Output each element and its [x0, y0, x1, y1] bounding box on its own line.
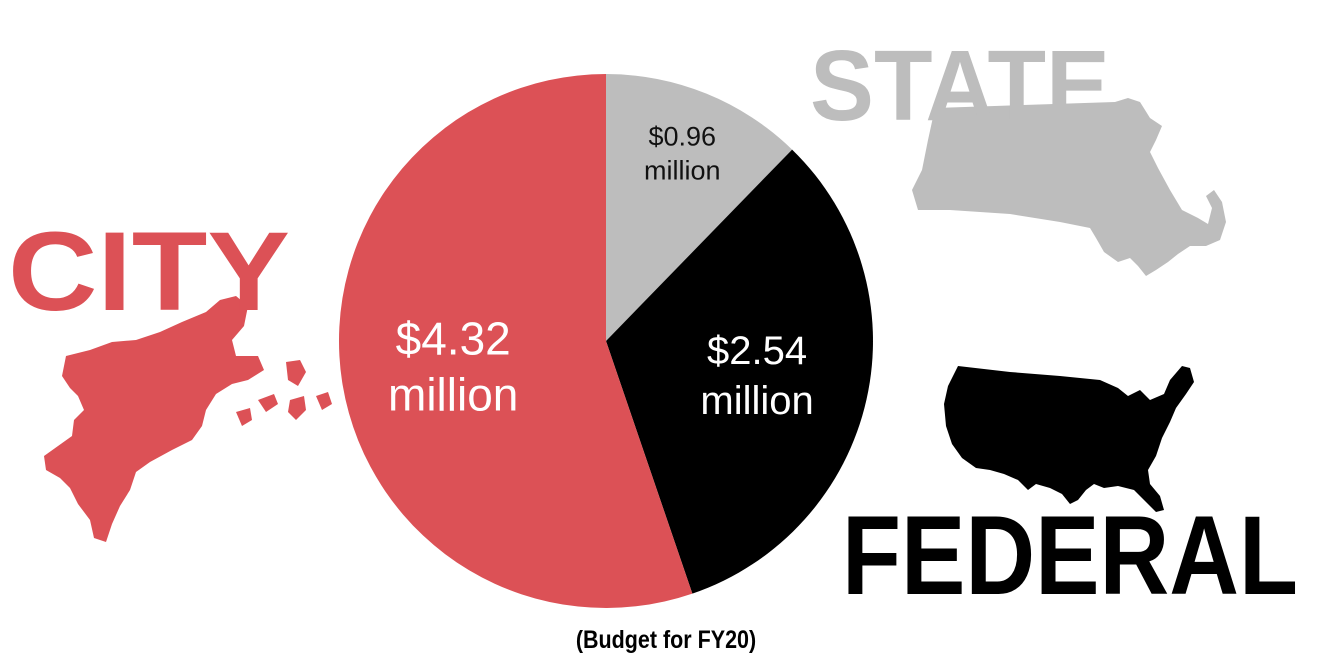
pie-slice-federal	[606, 149, 873, 594]
slice-value-city: $4.32	[396, 313, 511, 365]
federal-label: FEDERAL	[842, 493, 1298, 618]
massachusetts-map-icon	[912, 98, 1226, 276]
usa-map-icon	[944, 366, 1194, 512]
slice-label-state: $0.96 million	[644, 121, 721, 185]
slice-unit-state: million	[644, 155, 721, 185]
pie	[338, 74, 873, 608]
pie-slice-state	[606, 74, 793, 341]
city-label: CITY	[8, 209, 290, 334]
slice-unit-city: million	[388, 369, 518, 421]
state-label: STATE	[810, 30, 1110, 142]
pie-slice-city	[338, 74, 693, 608]
slice-label-federal: $2.54 million	[700, 329, 813, 423]
slice-unit-federal: million	[700, 379, 813, 423]
slice-value-state: $0.96	[649, 121, 717, 151]
boston-map-icon	[44, 296, 332, 542]
chart-caption: (Budget for FY20)	[575, 626, 757, 654]
slice-value-federal: $2.54	[707, 329, 807, 373]
